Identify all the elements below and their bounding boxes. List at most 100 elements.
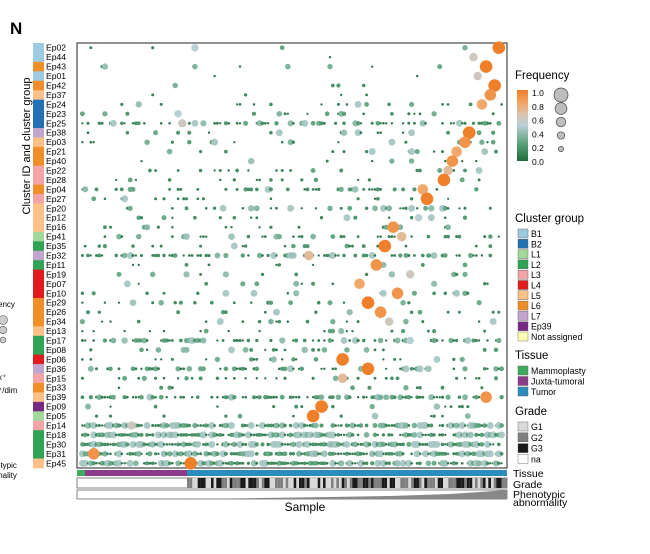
data-point-highlight [304, 250, 314, 261]
data-point [425, 365, 432, 373]
data-point [313, 177, 319, 183]
data-point [187, 254, 191, 257]
data-point [238, 338, 242, 343]
data-point [299, 366, 305, 372]
grade-cell [299, 478, 302, 488]
data-point [356, 376, 360, 380]
frequency-colorbar [517, 90, 528, 161]
cluster-group-swatch [33, 146, 44, 157]
data-point [279, 394, 285, 400]
data-point [493, 376, 499, 381]
data-point [311, 347, 316, 352]
data-point [250, 289, 258, 297]
data-point [330, 83, 335, 88]
data-point [102, 244, 107, 249]
data-point [198, 376, 203, 381]
data-point [163, 459, 171, 467]
grade-cell [459, 478, 462, 488]
data-point [211, 138, 219, 146]
data-point [187, 442, 192, 447]
grade-cell [293, 478, 297, 488]
cluster-group-swatch [33, 373, 44, 384]
data-point [447, 197, 450, 200]
cluster-group-swatch [33, 401, 44, 412]
data-point [252, 358, 256, 361]
data-point [264, 377, 267, 380]
data-point [464, 413, 471, 420]
data-point [404, 244, 408, 248]
grade-legend-swatch [517, 443, 529, 453]
grade-cell [291, 478, 294, 488]
data-point [433, 440, 441, 448]
data-point [364, 461, 369, 466]
data-point [255, 338, 259, 343]
data-point [345, 103, 349, 106]
data-point [362, 187, 366, 191]
data-point [462, 44, 468, 51]
data-point [149, 271, 156, 278]
data-point [311, 263, 315, 267]
data-point [367, 385, 372, 390]
data-point [351, 462, 354, 465]
data-point [236, 440, 244, 448]
data-point [322, 121, 326, 125]
cluster-group-legend-swatch [517, 321, 529, 331]
cluster-group-legend-swatch [517, 290, 529, 300]
data-point [97, 253, 102, 258]
size-key-circle [558, 146, 564, 152]
data-point [219, 122, 222, 125]
data-point [475, 377, 478, 380]
data-point [476, 130, 482, 136]
data-point [310, 233, 316, 240]
data-point [311, 281, 316, 286]
data-point [330, 328, 336, 334]
data-point [80, 395, 85, 400]
data-point [140, 424, 143, 427]
data-point [372, 205, 378, 212]
data-point [162, 197, 166, 201]
grade-cell [259, 478, 262, 488]
data-point [154, 376, 158, 380]
data-point-highlight [405, 270, 415, 279]
data-point [250, 460, 258, 467]
data-point [184, 263, 189, 267]
data-point [459, 177, 465, 183]
data-point [413, 112, 416, 115]
data-point [79, 111, 85, 117]
data-point [88, 395, 93, 400]
data-point [418, 442, 422, 446]
data-point [455, 254, 458, 257]
grade-cell [496, 478, 499, 488]
data-point [314, 207, 318, 210]
data-point [148, 461, 152, 465]
data-point [339, 206, 343, 210]
data-point [131, 122, 135, 125]
cluster-group-swatch [33, 335, 44, 346]
data-point [115, 178, 118, 181]
data-point [427, 329, 430, 333]
data-point [481, 459, 489, 467]
data-point [148, 366, 152, 371]
tissue-bar [77, 470, 187, 476]
data-point [165, 443, 169, 446]
data-point [216, 339, 219, 342]
data-point [199, 244, 203, 248]
data-point [172, 253, 178, 258]
cluster-group-legend-label: L2 [531, 260, 541, 270]
data-point [154, 424, 157, 427]
data-point [184, 206, 189, 211]
data-point [379, 289, 387, 297]
data-point [343, 214, 351, 222]
data-point [249, 357, 254, 362]
data-point [318, 394, 325, 400]
data-point [432, 414, 436, 418]
cluster-label: Ep23 [46, 109, 66, 119]
data-point [176, 130, 181, 135]
data-point [131, 263, 135, 267]
data-point [138, 441, 145, 448]
data-point [399, 433, 402, 437]
data-point [275, 377, 278, 380]
grade-cell [243, 478, 246, 488]
grade-cell [219, 478, 222, 488]
data-point [260, 121, 265, 125]
